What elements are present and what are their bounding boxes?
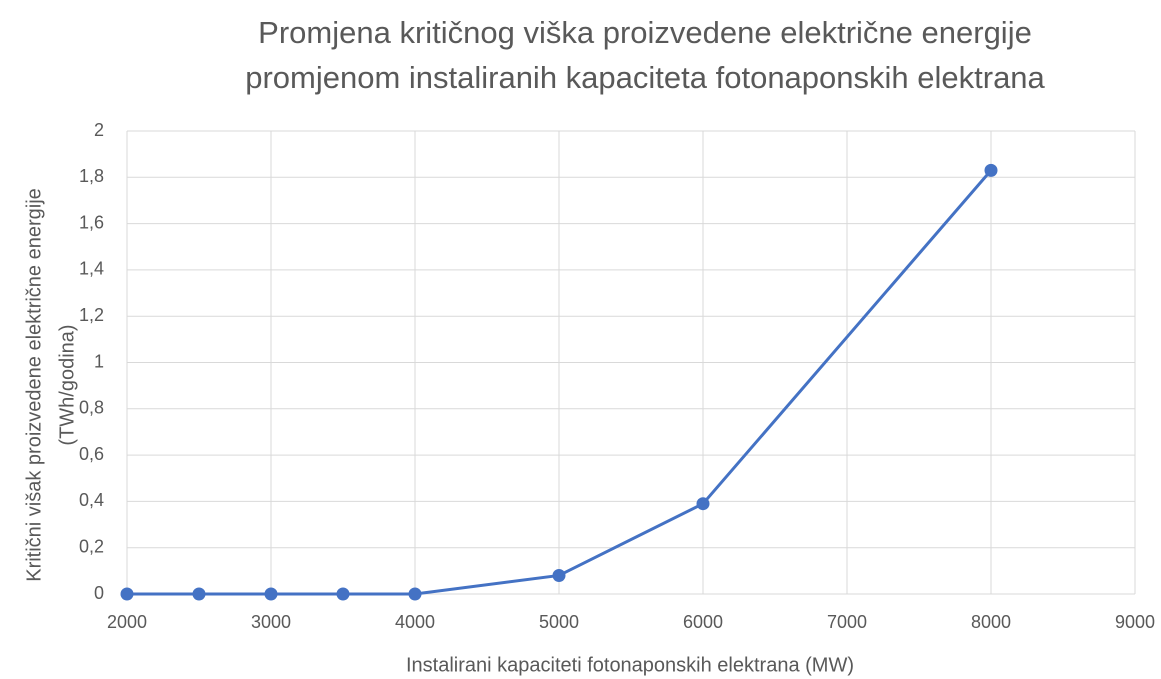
y-tick-label: 0 xyxy=(94,583,104,603)
y-axis-label: (TWh/godina) xyxy=(56,324,78,445)
data-point xyxy=(552,568,566,582)
data-point xyxy=(264,587,278,601)
x-tick-label: 5000 xyxy=(539,612,579,632)
x-tick-label: 7000 xyxy=(827,612,867,632)
data-point xyxy=(984,163,998,177)
y-tick-label: 1,2 xyxy=(79,305,104,325)
y-tick-label: 0,2 xyxy=(79,536,104,556)
x-tick-label: 9000 xyxy=(1115,612,1155,632)
data-point xyxy=(120,587,134,601)
y-tick-label: 1 xyxy=(94,351,104,371)
chart-title: promjenom instaliranih kapaciteta fotona… xyxy=(245,60,1045,95)
x-axis-label: Instalirani kapaciteti fotonaponskih ele… xyxy=(406,654,854,676)
x-tick-label: 2000 xyxy=(107,612,147,632)
chart-title: Promjena kritičnog viška proizvedene ele… xyxy=(258,15,1032,50)
data-point xyxy=(408,587,422,601)
x-tick-label: 8000 xyxy=(971,612,1011,632)
x-tick-label: 3000 xyxy=(251,612,291,632)
y-tick-label: 2 xyxy=(94,120,104,140)
y-axis-label: Kritični višak proizvedene električne en… xyxy=(23,188,45,582)
y-tick-label: 1,6 xyxy=(79,212,104,232)
data-point xyxy=(696,497,710,511)
data-point xyxy=(192,587,206,601)
y-tick-label: 1,8 xyxy=(79,166,104,186)
x-tick-label: 4000 xyxy=(395,612,435,632)
x-tick-label: 6000 xyxy=(683,612,723,632)
y-tick-label: 0,4 xyxy=(79,490,104,510)
y-tick-label: 0,6 xyxy=(79,444,104,464)
data-line xyxy=(127,169,993,596)
data-point xyxy=(336,587,350,601)
y-tick-label: 1,4 xyxy=(79,259,104,279)
y-tick-label: 0,8 xyxy=(79,398,104,418)
